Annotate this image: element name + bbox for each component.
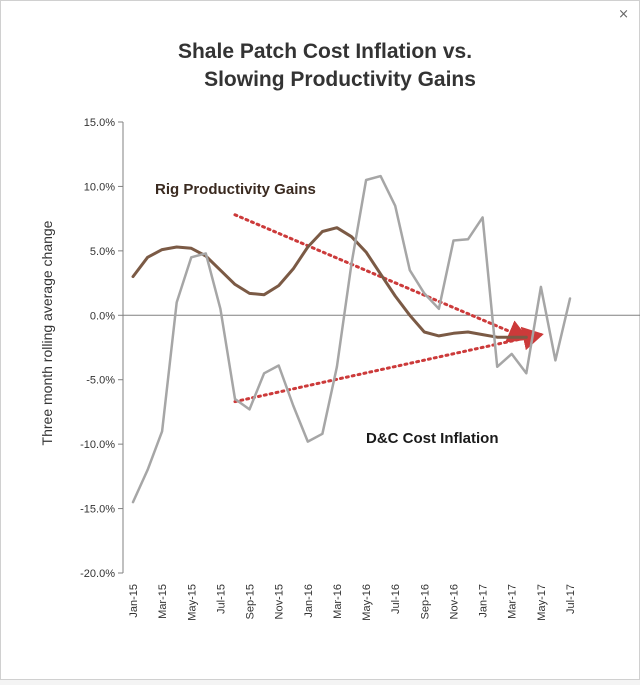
series-line-rig-productivity-gains [131, 226, 528, 339]
x-tick-label: Jul-17 [565, 584, 577, 614]
x-tick-label: Nov-15 [274, 584, 286, 619]
trendline-cost-trend [233, 326, 544, 404]
x-tick-label: Jan-17 [478, 584, 490, 618]
x-tick-label: Sep-16 [419, 584, 431, 619]
y-axis: 15.0% 10.0% 5.0% 0.0% -5.0% -10.0% -15.0% -20.0… [80, 117, 124, 580]
x-tick-label: Mar-16 [332, 584, 344, 619]
x-axis: Jan-15 Mar-15 May-15 Jul-15 Sep-15 Nov-15 Jan-… [123, 314, 640, 621]
x-tick-label: May-15 [186, 584, 198, 621]
y-axis-label: Three month rolling average change [39, 220, 55, 445]
y-tick-label: -5.0% [86, 375, 115, 387]
y-tick-label: 0.0% [90, 310, 115, 322]
x-tick-label: May-16 [361, 584, 373, 621]
close-icon[interactable]: × [618, 7, 629, 22]
x-tick-label: May-17 [536, 584, 548, 621]
annotation-rig-productivity: Rig Productivity Gains [155, 181, 316, 198]
x-tick-label: Nov-16 [448, 584, 460, 619]
y-tick-label: -20.0% [80, 568, 115, 580]
x-tick-label: Jan-16 [303, 584, 315, 618]
x-tick-label: Jul-16 [390, 584, 402, 614]
x-tick-label: Jul-15 [215, 584, 227, 614]
y-tick-label: 10.0% [84, 181, 115, 193]
y-tick-label: 15.0% [84, 117, 115, 129]
chart-title-line-2: Slowing Productivity Gains [204, 68, 476, 91]
x-tick-label: Mar-17 [507, 584, 519, 619]
chart-title-line-1: Shale Patch Cost Inflation vs. [178, 40, 472, 63]
annotation-dc-cost-inflation: D&C Cost Inflation [366, 430, 499, 447]
y-tick-label: -15.0% [80, 504, 115, 516]
x-tick-label: Mar-15 [157, 584, 169, 619]
x-tick-label: Jan-15 [128, 584, 140, 618]
series-lines [131, 174, 572, 504]
series-line-d-c-cost-inflation [131, 174, 572, 504]
x-tick-label: Sep-15 [245, 584, 257, 619]
y-tick-label: -10.0% [80, 439, 115, 451]
y-tick-label: 5.0% [90, 246, 115, 258]
